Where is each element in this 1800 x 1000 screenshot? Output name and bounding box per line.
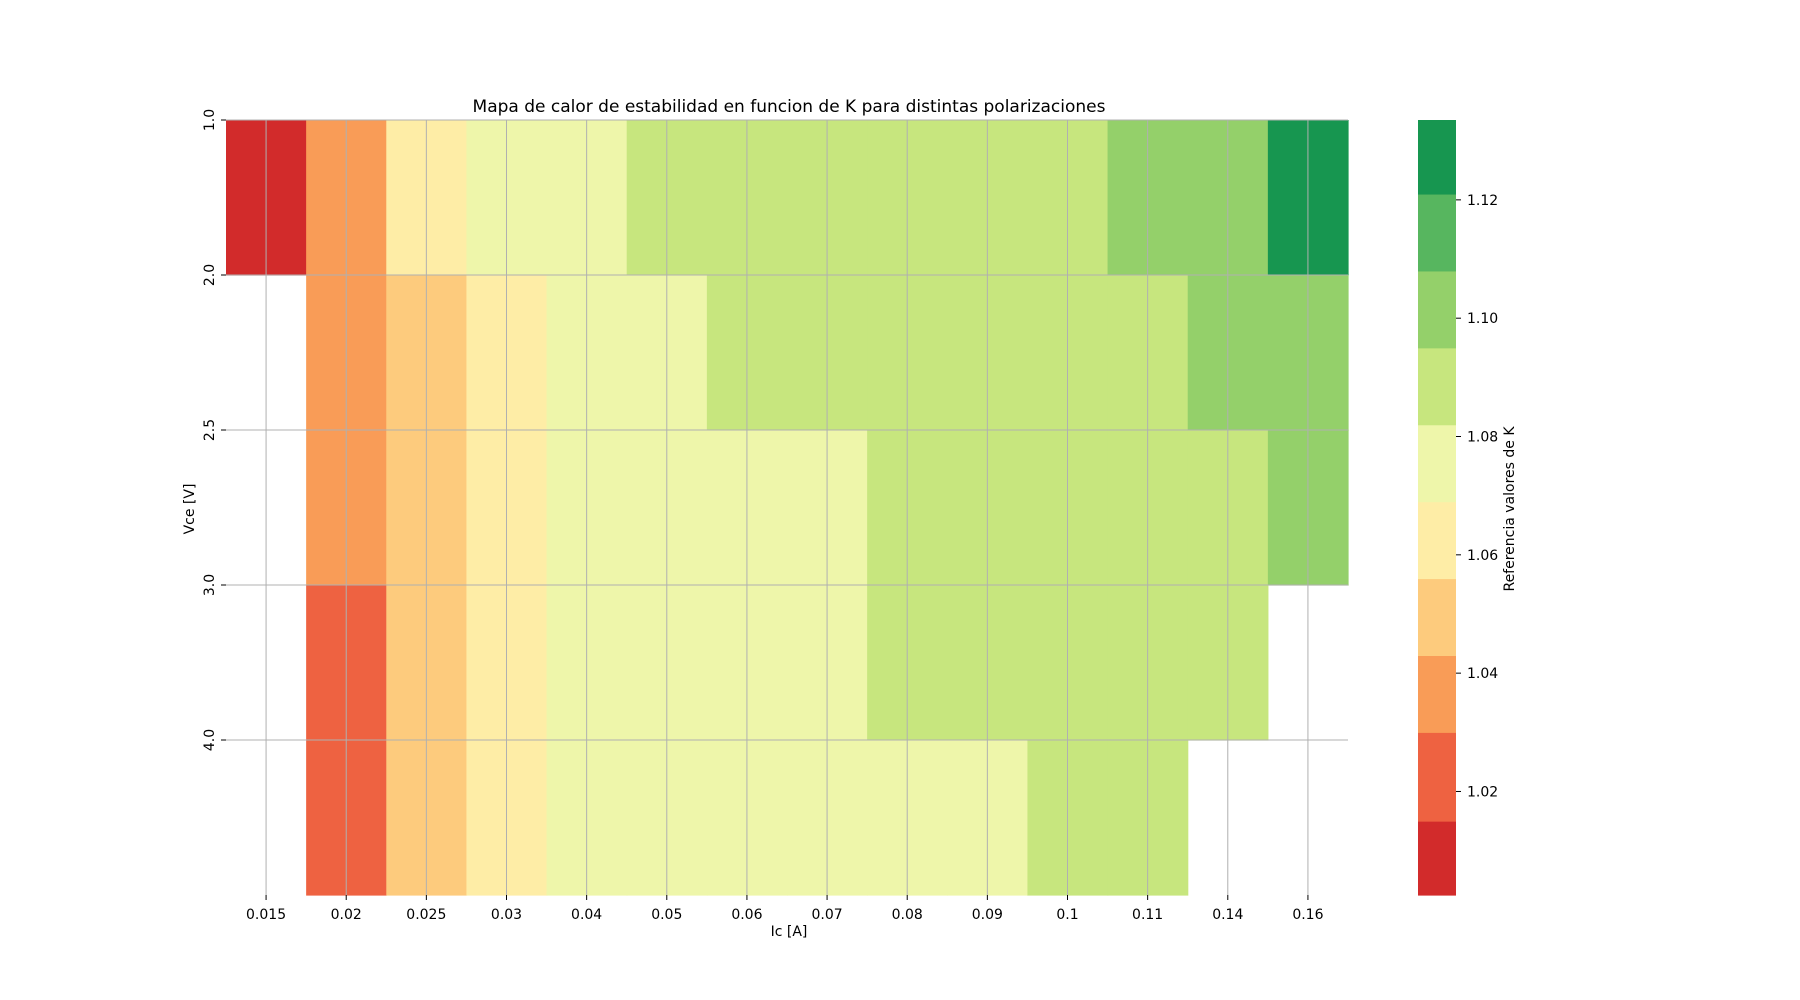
- colorbar-tick-label: 1.08: [1467, 430, 1498, 446]
- x-tick-label: 0.1: [1056, 907, 1078, 923]
- x-tick-label: 0.09: [972, 907, 1003, 923]
- y-axis-label: Vce [V]: [182, 484, 198, 535]
- colorbar-segment: [1418, 732, 1456, 822]
- chart-title: Mapa de calor de estabilidad en funcion …: [473, 97, 1106, 117]
- x-tick-label: 0.11: [1132, 907, 1163, 923]
- x-tick-label: 0.07: [811, 907, 842, 923]
- colorbar-tick-label: 1.12: [1467, 193, 1498, 209]
- x-tick-label: 0.03: [491, 907, 522, 923]
- x-tick-label: 0.14: [1212, 907, 1243, 923]
- x-tick-label: 0.015: [246, 907, 286, 923]
- x-tick-label: 0.06: [731, 907, 762, 923]
- colorbar-tick-label: 1.10: [1467, 311, 1498, 327]
- grid-lines: [226, 119, 1348, 895]
- colorbar-tick-label: 1.02: [1467, 784, 1498, 800]
- x-tick-label: 0.05: [651, 907, 682, 923]
- colorbar-segment: [1418, 347, 1456, 426]
- colorbar-tick-label: 1.06: [1467, 548, 1498, 564]
- x-tick-label: 0.16: [1292, 907, 1323, 923]
- x-tick-label: 0.02: [331, 907, 362, 923]
- x-tick-label: 0.025: [406, 907, 446, 923]
- x-tick-label: 0.04: [571, 907, 602, 923]
- heatmap-cells: [226, 120, 1349, 896]
- colorbar-label: Referencia valores de K: [1502, 426, 1518, 592]
- colorbar-segment: [1418, 424, 1456, 503]
- colorbar-tick-label: 1.04: [1467, 666, 1498, 682]
- y-tick-label: 1.0: [202, 109, 218, 131]
- y-tick-label: 4.0: [202, 729, 218, 751]
- y-axis-ticks: 1.0 2.0 2.5 3.0 4.0: [202, 109, 226, 751]
- colorbar-segment: [1418, 821, 1456, 896]
- y-tick-label: 3.0: [202, 574, 218, 596]
- y-tick-label: 2.0: [202, 264, 218, 286]
- colorbar-segment: [1418, 120, 1456, 195]
- colorbar-segment: [1418, 578, 1456, 656]
- colorbar: 1.02 1.04 1.06 1.08 1.10 1.12: [1418, 120, 1498, 896]
- colorbar-segment: [1418, 270, 1456, 349]
- x-tick-label: 0.08: [892, 907, 923, 923]
- colorbar-segment: [1418, 655, 1456, 733]
- y-tick-label: 2.5: [202, 419, 218, 441]
- x-axis-ticks: 0.015 0.02 0.025 0.03 0.04 0.05 0.06 0.07 0.08 0.…: [246, 895, 1324, 923]
- x-axis-label: Ic [A]: [771, 924, 808, 940]
- colorbar-segment: [1418, 193, 1456, 272]
- colorbar-segment: [1418, 501, 1456, 580]
